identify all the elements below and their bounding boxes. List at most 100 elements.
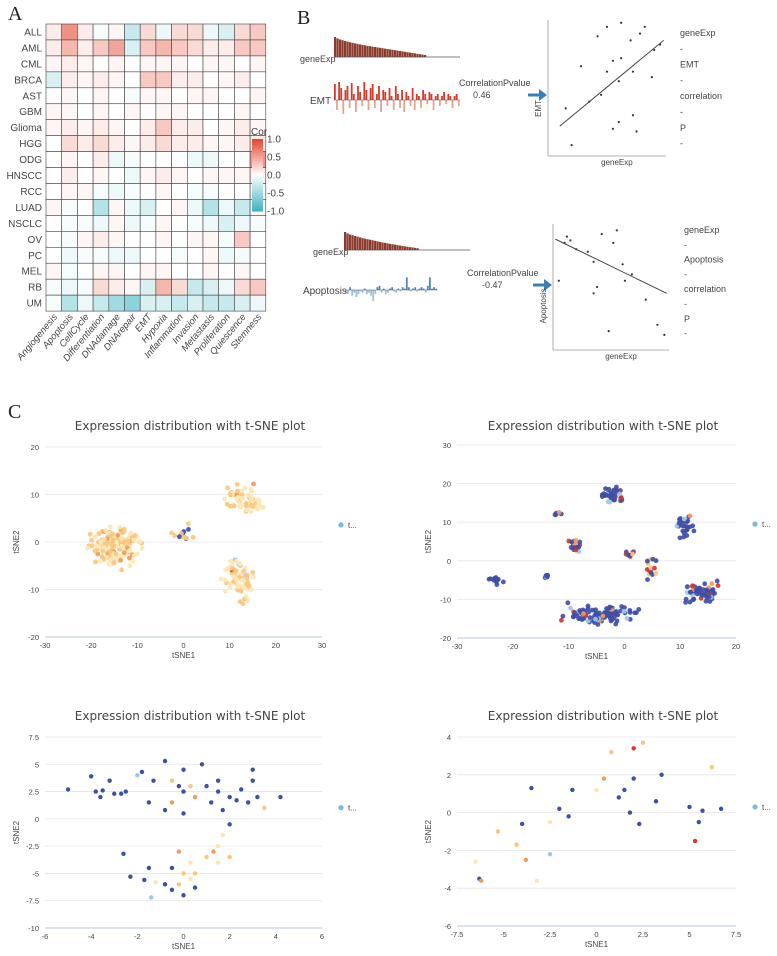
gene-bar [346, 41, 349, 57]
heatmap-row-label: ALL [24, 27, 42, 38]
tsne-point [227, 584, 233, 590]
tsne-y-tick: 0 [35, 815, 39, 824]
heatmap-cell [124, 199, 141, 216]
heatmap-cell [218, 247, 235, 264]
tsne-point [192, 794, 198, 800]
tsne-point [616, 795, 622, 800]
tsne-point [569, 539, 575, 545]
heatmap-cell [61, 199, 78, 216]
tsne-point [233, 576, 239, 582]
signature-bar [445, 100, 448, 104]
signature-bar [426, 285, 429, 290]
tsne-y-tick: 2.5 [29, 788, 39, 797]
heatmap-cell [171, 231, 188, 248]
fit-line [555, 238, 667, 294]
tsne-point [570, 787, 575, 793]
heatmap-cell [139, 23, 157, 41]
heatmap-cell [108, 71, 125, 89]
scatter-point [611, 127, 615, 130]
tsne-point [241, 568, 247, 574]
tsne-point [93, 789, 98, 794]
tsne-point [248, 509, 254, 515]
heatmap-cell [187, 215, 204, 232]
signature-bar [376, 94, 378, 100]
legend-entry: - [680, 139, 683, 149]
tsne-point [627, 608, 633, 613]
heatmap-row-label: Glioma [10, 123, 42, 134]
gene-bar [419, 54, 422, 57]
scatter-point [631, 70, 635, 73]
tsne-point [107, 778, 112, 783]
scatter-y-label: Apoptosis [539, 288, 548, 323]
gene-bar [364, 45, 367, 57]
scatter-point [630, 273, 633, 276]
signature-bar [359, 92, 361, 100]
heatmap-cell [108, 55, 125, 73]
heatmap-cell [45, 39, 62, 57]
heatmap-row-label: ODG [19, 155, 42, 166]
tsne-y-tick: 0 [447, 557, 451, 566]
signature-bar [376, 287, 379, 290]
heatmap-cell [155, 294, 172, 312]
tsne-point [652, 565, 657, 571]
gene-bar [369, 46, 372, 57]
heatmap-cell [45, 231, 62, 248]
tsne-legend-marker [338, 805, 344, 811]
tsne-point [227, 854, 232, 860]
tsne-legend-marker [338, 522, 344, 528]
scatter-point [621, 263, 624, 266]
signature-bar [426, 100, 429, 104]
tsne-point [236, 584, 241, 590]
tsne-point [162, 807, 168, 813]
heatmap-cell [45, 119, 62, 136]
scatter-point [635, 130, 638, 133]
tsne-point [478, 878, 484, 883]
tsne-point [547, 819, 553, 825]
tsne-point [566, 814, 571, 819]
heatmap-cell [139, 262, 157, 280]
tsne-point [126, 548, 132, 554]
heatmap-cell [45, 167, 62, 184]
heatmap-cell [45, 135, 62, 152]
scatter-point [631, 114, 635, 117]
tsne-y-tick: 2 [447, 771, 451, 780]
tsne-point [653, 571, 659, 576]
correlation-value: 0.46 [473, 90, 491, 100]
heatmap-cell [92, 55, 110, 73]
heatmap-cell [77, 119, 94, 136]
heatmap-cell [108, 199, 125, 216]
legend-gradient-step [252, 199, 263, 202]
tsne-point [222, 588, 228, 594]
signature-bar [357, 86, 359, 100]
tsne-point [608, 618, 614, 624]
heatmap-cell [171, 199, 188, 216]
tsne-x-tick: 0 [181, 641, 185, 650]
tsne-title: Expression distribution with t-SNE plot [488, 709, 719, 723]
tsne-point [176, 849, 182, 854]
heatmap-cell [45, 262, 62, 280]
heatmap-cell [124, 294, 141, 312]
heatmap-cell [139, 71, 157, 89]
signature-bar [370, 290, 372, 296]
signature-bar [347, 290, 349, 295]
tsne-x-tick: 20 [272, 641, 280, 650]
panel-label-c: C [8, 401, 21, 423]
tsne-point [113, 551, 119, 557]
heatmap-cell [92, 23, 110, 41]
heatmap-cell [234, 278, 251, 296]
heatmap-cell [234, 119, 251, 136]
heatmap-cell [108, 119, 125, 136]
signature-bar [357, 290, 360, 295]
heatmap-cell [187, 23, 204, 41]
signature-bar [434, 96, 437, 100]
tsne-point [544, 573, 550, 578]
heatmap-cell [139, 151, 157, 168]
heatmap-cell [249, 55, 267, 73]
legend-entry: correlation [684, 284, 726, 294]
signature-bar [397, 288, 400, 290]
signature-bar [346, 86, 349, 100]
gene-bar [336, 38, 339, 57]
tsne-point [121, 851, 126, 856]
tsne-point [112, 555, 118, 561]
heatmap-cell [61, 23, 78, 41]
